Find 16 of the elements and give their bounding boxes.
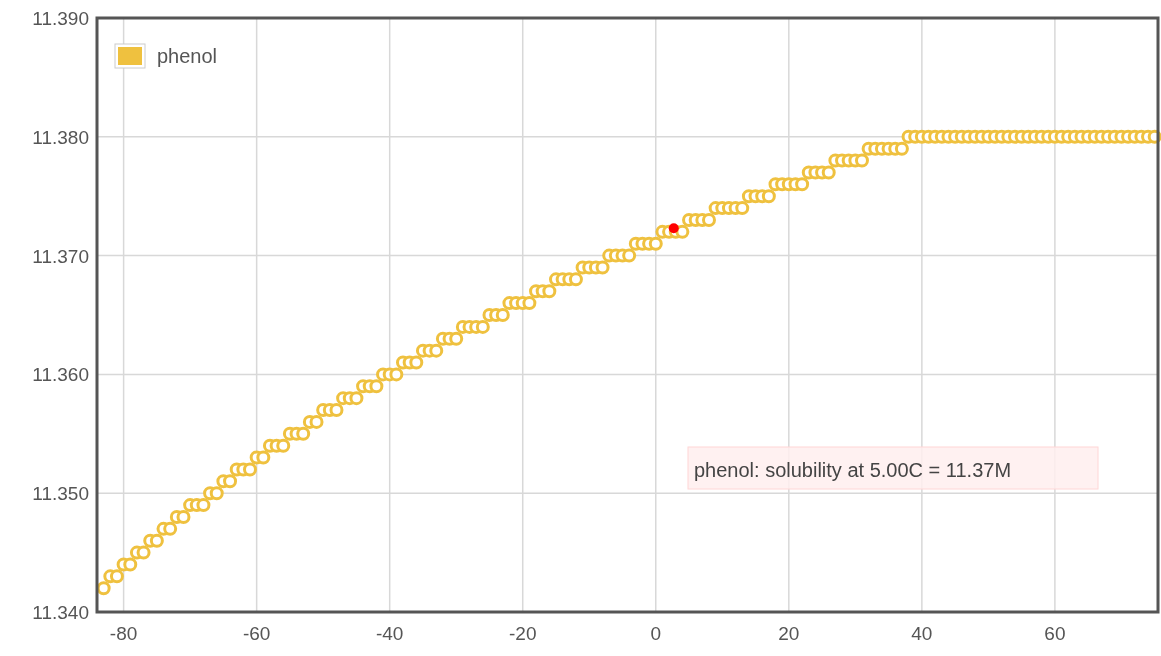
y-tick-label: 11.370 — [32, 245, 89, 267]
legend-label: phenol — [157, 45, 218, 67]
x-tick-label: 0 — [650, 623, 662, 644]
y-tick-label: 11.380 — [32, 126, 89, 148]
x-tick-label: -40 — [375, 623, 404, 644]
y-tick-label: 11.340 — [32, 602, 89, 623]
y-tick-label: 11.350 — [32, 483, 89, 505]
x-tick-label: -80 — [109, 623, 138, 644]
x-tick-label: -20 — [509, 623, 537, 644]
y-tick-label: 11.360 — [32, 364, 89, 386]
y-tick-label: 11.390 — [32, 8, 89, 29]
annotation: phenol: solubility at 5.00C = 11.37M — [694, 459, 1012, 481]
x-tick-label: 60 — [1044, 623, 1066, 644]
x-tick-label: 40 — [911, 623, 933, 644]
x-tick-label: -60 — [242, 623, 271, 644]
x-tick-label: 20 — [778, 623, 800, 644]
